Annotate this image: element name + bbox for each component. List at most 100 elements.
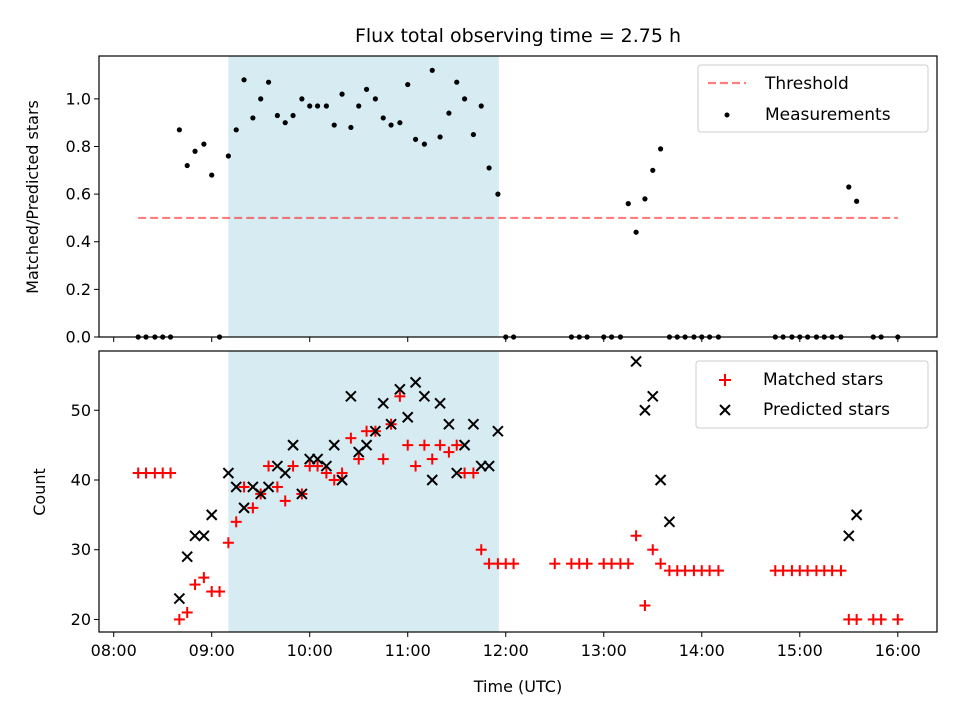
predicted-star-point — [230, 481, 242, 493]
y-tick-label: 1.0 — [66, 89, 91, 108]
measurement-point — [265, 79, 272, 85]
legend-matched-label: Matched stars — [763, 370, 883, 390]
measurement-point — [314, 103, 321, 109]
matched-star-point — [426, 453, 438, 465]
predicted-star-point — [360, 439, 373, 451]
observing-window-shade — [228, 56, 499, 337]
x-tick-label: 09:00 — [189, 641, 235, 660]
measurement-point — [650, 167, 656, 173]
legend-measurement-label: Measurements — [765, 105, 891, 125]
measurement-point — [348, 124, 354, 131]
y-tick-label: 40 — [71, 470, 91, 489]
predicted-star-point — [189, 530, 201, 542]
measurement-point — [397, 120, 403, 126]
chart-title: Flux total observing time = 2.75 h — [355, 25, 681, 47]
matched-star-point — [581, 558, 593, 570]
y-tick-label: 50 — [71, 401, 91, 420]
predicted-star-point — [434, 397, 446, 410]
measurement-point — [274, 112, 280, 119]
x-tick-label: 11:00 — [385, 641, 431, 660]
measurement-point — [642, 196, 648, 202]
matched-star-point — [279, 495, 291, 507]
predicted-star-point — [843, 530, 855, 542]
matched-star-point — [214, 586, 226, 598]
legend-predicted-label: Predicted stars — [763, 400, 890, 420]
measurement-point — [331, 122, 337, 128]
matched-star-point — [467, 467, 479, 479]
matched-star-point — [443, 446, 455, 458]
predicted-star-point — [345, 390, 357, 403]
measurement-point — [250, 115, 256, 121]
top-legend-box — [697, 64, 929, 133]
predicted-star-point — [222, 467, 235, 479]
bottom-legend-box — [695, 360, 929, 429]
matched-star-point — [189, 579, 201, 591]
matched-star-point — [320, 467, 332, 479]
x-tick-label: 12:00 — [483, 641, 529, 660]
y-tick-label: 0.2 — [66, 280, 91, 299]
x-tick-label: 14:00 — [679, 641, 725, 660]
predicted-star-point — [311, 453, 324, 465]
matched-star-point — [165, 467, 177, 479]
predicted-star-point — [206, 509, 218, 521]
y-tick-label: 30 — [71, 540, 91, 559]
predicted-star-point — [451, 467, 463, 479]
matched-star-point — [222, 537, 234, 549]
matched-star-point — [622, 558, 634, 570]
measurement-point — [625, 201, 631, 207]
predicted-star-point — [238, 502, 250, 514]
matched-star-point — [336, 467, 348, 479]
matched-star-point — [353, 453, 365, 465]
matched-star-point — [639, 600, 651, 612]
matched-star-point — [630, 530, 642, 542]
measurement-point — [846, 184, 852, 190]
predicted-star-point — [385, 418, 397, 430]
measurement-point — [290, 112, 296, 119]
measurement-point — [323, 103, 329, 109]
measurement-point — [412, 136, 419, 142]
measurement-point — [437, 134, 443, 140]
matched-star-point — [377, 453, 389, 465]
matched-star-point — [247, 502, 259, 514]
measurement-point — [461, 96, 468, 102]
predicted-star-point — [458, 439, 471, 451]
legend-threshold-label: Threshold — [764, 74, 849, 94]
predicted-star-point — [320, 460, 333, 472]
y-tick-label: 0.6 — [66, 185, 91, 204]
matched-star-point — [198, 572, 210, 584]
measurement-point — [356, 103, 362, 109]
matched-star-point — [287, 460, 299, 472]
bottom-legend: Matched stars Predicted stars — [695, 360, 929, 429]
measurement-point — [429, 67, 435, 73]
matched-star-point — [271, 481, 283, 493]
y-tick-label: 20 — [71, 610, 91, 629]
predicted-star-point — [173, 592, 186, 605]
top-legend: Threshold Measurements — [697, 64, 929, 133]
measurement-point — [854, 198, 860, 204]
predicted-star-point — [426, 474, 438, 486]
matched-star-point — [345, 432, 357, 444]
predicted-star-point — [377, 397, 389, 410]
measurement-point — [192, 148, 198, 154]
y-tick-label: 0.4 — [66, 232, 91, 251]
bottom-panel: 20 30 40 50 08:00 09:00 10:00 11:00 12:00 13:00 1… — [30, 350, 938, 696]
matched-star-point — [173, 613, 185, 625]
matched-star-point — [549, 558, 561, 570]
top-panel: 0.0 0.2 0.4 0.6 0.8 1.0 Matched/Predicted sta… — [23, 55, 938, 347]
measurement-point — [454, 79, 460, 85]
matched-star-point — [475, 544, 487, 556]
matched-star-point — [410, 460, 422, 472]
measurement-point — [233, 127, 239, 133]
bottom-x-axis: 08:00 09:00 10:00 11:00 12:00 13:00 14:00 15:00… — [91, 632, 921, 660]
y-tick-label: 0.8 — [66, 137, 91, 156]
predicted-star-point — [492, 425, 504, 437]
matched-star-point — [851, 613, 863, 625]
x-tick-label: 08:00 — [91, 641, 137, 660]
matched-star-point — [312, 460, 324, 472]
measurement-point — [307, 103, 313, 109]
predicted-star-point — [296, 488, 308, 500]
measurement-point — [495, 191, 501, 197]
predicted-star-point — [198, 530, 210, 542]
predicted-star-point — [630, 355, 642, 368]
